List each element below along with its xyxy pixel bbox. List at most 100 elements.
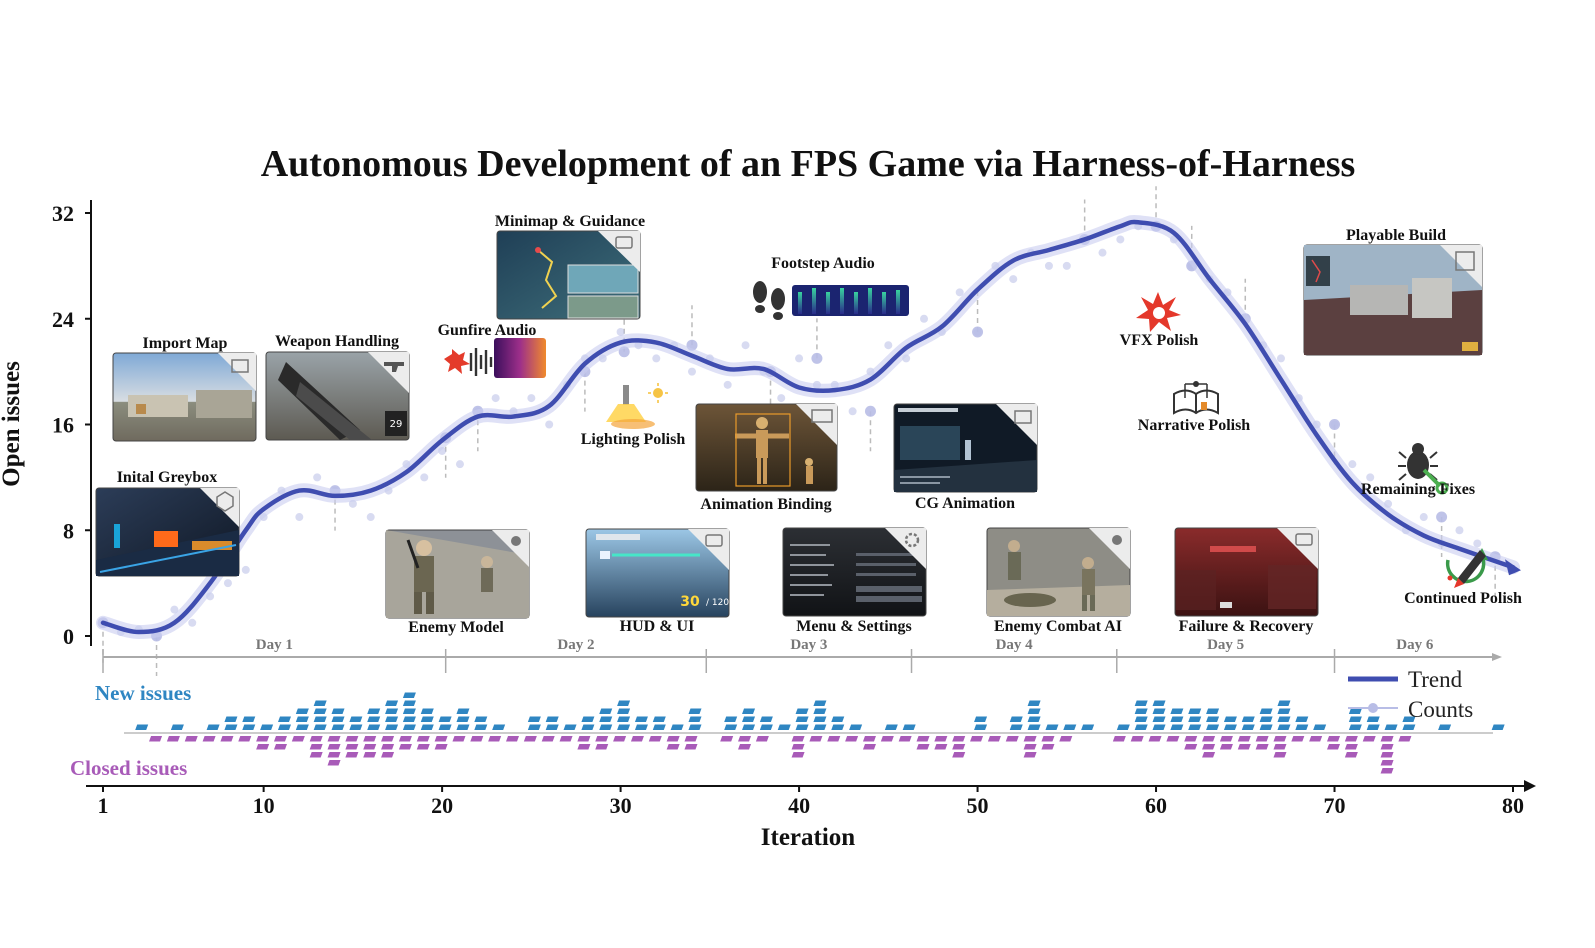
new-issue-mark [1063,724,1077,730]
new-issue-mark [1009,724,1023,730]
new-issue-mark [974,724,988,730]
closed-issue-mark [791,744,805,750]
closed-issue-mark [1059,736,1073,742]
closed-issue-mark [559,736,573,742]
issue-lanes [124,692,1505,774]
count-point [1366,473,1375,482]
new-issue-mark [1348,724,1362,730]
new-issue-mark [224,724,238,730]
closed-issue-mark [363,736,377,742]
closed-issue-mark [952,736,966,742]
closed-issue-mark [184,736,198,742]
closed-issue-mark [238,736,252,742]
new-issue-mark [742,708,756,714]
legend: Trend Counts [1348,667,1473,722]
legend-counts-label: Counts [1408,697,1473,722]
new-issue-mark [813,708,827,714]
x-tick-label: 1 [98,793,109,818]
closed-issue-mark [577,736,591,742]
closed-issue-mark [470,736,484,742]
closed-issue-mark [1041,744,1055,750]
closed-issue-mark [1237,744,1251,750]
count-point [616,327,625,336]
milestone-label-weapon-handling: Weapon Handling [275,333,399,350]
count-point [777,394,786,403]
new-issue-mark [242,716,256,722]
new-issue-mark [402,708,416,714]
x-tick-label: 20 [431,793,453,818]
new-issue-mark [313,708,327,714]
trend-series [96,214,1521,640]
closed-issue-mark [327,752,341,758]
new-issue-mark [1438,724,1452,730]
count-point [1009,275,1018,284]
closed-issue-mark [666,736,680,742]
new-issue-mark [813,724,827,730]
new-issue-mark [545,716,559,722]
new-issue-mark [367,724,381,730]
narrative-polish-icon [1173,381,1219,415]
milestone-label-vfx-polish: VFX Polish [1120,332,1199,349]
count-point [188,618,197,627]
closed-issue-mark [273,744,287,750]
hud-ui-screenshot: 30 / 120 [585,528,730,618]
closed-issue-mark [1380,752,1394,758]
new-issue-mark [331,724,345,730]
legend-trend-label: Trend [1408,667,1463,692]
new-issue-mark [599,724,613,730]
closed-issue-mark [506,736,520,742]
x-tick-label: 10 [253,793,275,818]
new-issue-mark [349,724,363,730]
new-issue-mark [402,692,416,698]
new-issue-mark [1152,708,1166,714]
closed-issue-mark [1255,736,1269,742]
new-issue-mark [385,700,399,706]
closed-issue-mark [1344,736,1358,742]
new-issue-mark [1152,716,1166,722]
new-issue-mark [795,708,809,714]
closed-issue-mark [1309,736,1323,742]
new-issue-mark [813,700,827,706]
closed-issue-mark [595,736,609,742]
closed-issue-mark [1202,752,1216,758]
new-issue-mark [1241,716,1255,722]
new-issue-mark [402,724,416,730]
closed-issue-mark [1273,744,1287,750]
closed-issue-mark [434,736,448,742]
x-tick-label: 60 [1145,793,1167,818]
milestone-label-footstep-audio: Footstep Audio [771,255,875,272]
enemy-model-screenshot [385,529,530,619]
new-issue-mark [456,724,470,730]
new-issue-mark [1152,724,1166,730]
closed-issue-mark [666,744,680,750]
chart-title: Autonomous Development of an FPS Game vi… [261,143,1356,185]
new-issue-mark [634,716,648,722]
milestone-label-animation-binding: Animation Binding [700,496,831,513]
milestone-point [1436,511,1448,523]
new-issue-mark [1188,724,1202,730]
new-issue-mark [1027,724,1041,730]
new-issue-mark [742,724,756,730]
closed-issue-mark [256,744,270,750]
milestone-point [1329,419,1341,430]
new-issue-mark [1295,724,1309,730]
new-issue-mark [795,716,809,722]
closed-issue-mark [1219,736,1233,742]
new-issue-mark [492,724,506,730]
closed-issue-mark [398,744,412,750]
new-issue-mark [599,708,613,714]
new-issue-mark [884,724,898,730]
closed-issue-mark [1291,736,1305,742]
day-label: Day 5 [1207,637,1244,653]
x-tick-label: 70 [1324,793,1346,818]
closed-issue-mark [1398,736,1412,742]
new-issue-mark [420,716,434,722]
new-issue-mark [1313,724,1327,730]
x-axis-arrow [1524,780,1536,792]
milestone-label-gunfire-audio: Gunfire Audio [438,322,537,339]
new-issues-label: New issues [95,681,191,705]
closed-issue-mark [1023,752,1037,758]
closed-issue-mark [149,736,163,742]
new-issue-mark [724,724,738,730]
count-point [170,605,179,614]
